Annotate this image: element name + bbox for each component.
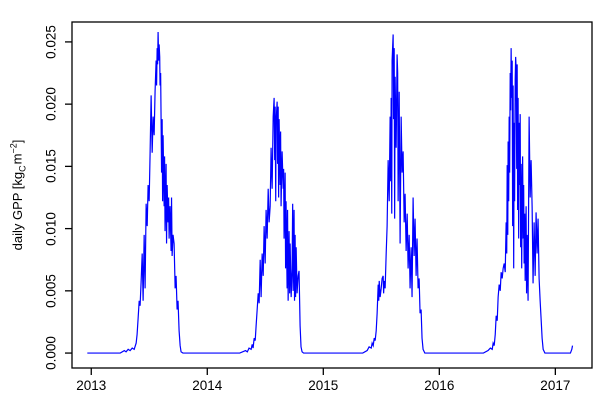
y-axis-title-mid: m — [9, 153, 25, 165]
y-axis-title: daily GPP [kgCm−2] — [9, 140, 28, 251]
y-tick-label: 0.005 — [43, 273, 59, 308]
plot-frame — [71, 21, 593, 369]
x-tick-label: 2013 — [76, 378, 107, 393]
y-axis-title-suffix: ] — [9, 139, 25, 144]
y-tick-label: 0.015 — [43, 149, 59, 184]
x-tick-label: 2016 — [424, 378, 455, 393]
gpp-line — [87, 31, 574, 354]
x-tick-label: 2015 — [308, 378, 339, 393]
y-tick-label: 0.020 — [43, 87, 59, 122]
y-axis-title-subscript: C — [17, 165, 28, 172]
y-axis-title-prefix: daily GPP [kg — [9, 171, 25, 251]
x-tick-label: 2014 — [192, 378, 223, 393]
y-axis-title-superscript: −2 — [8, 143, 19, 154]
y-tick-label: 0.010 — [43, 211, 59, 246]
y-tick-label: 0.025 — [43, 25, 59, 59]
y-tick-label: 0.000 — [43, 336, 59, 370]
x-tick-label: 2017 — [540, 378, 571, 393]
